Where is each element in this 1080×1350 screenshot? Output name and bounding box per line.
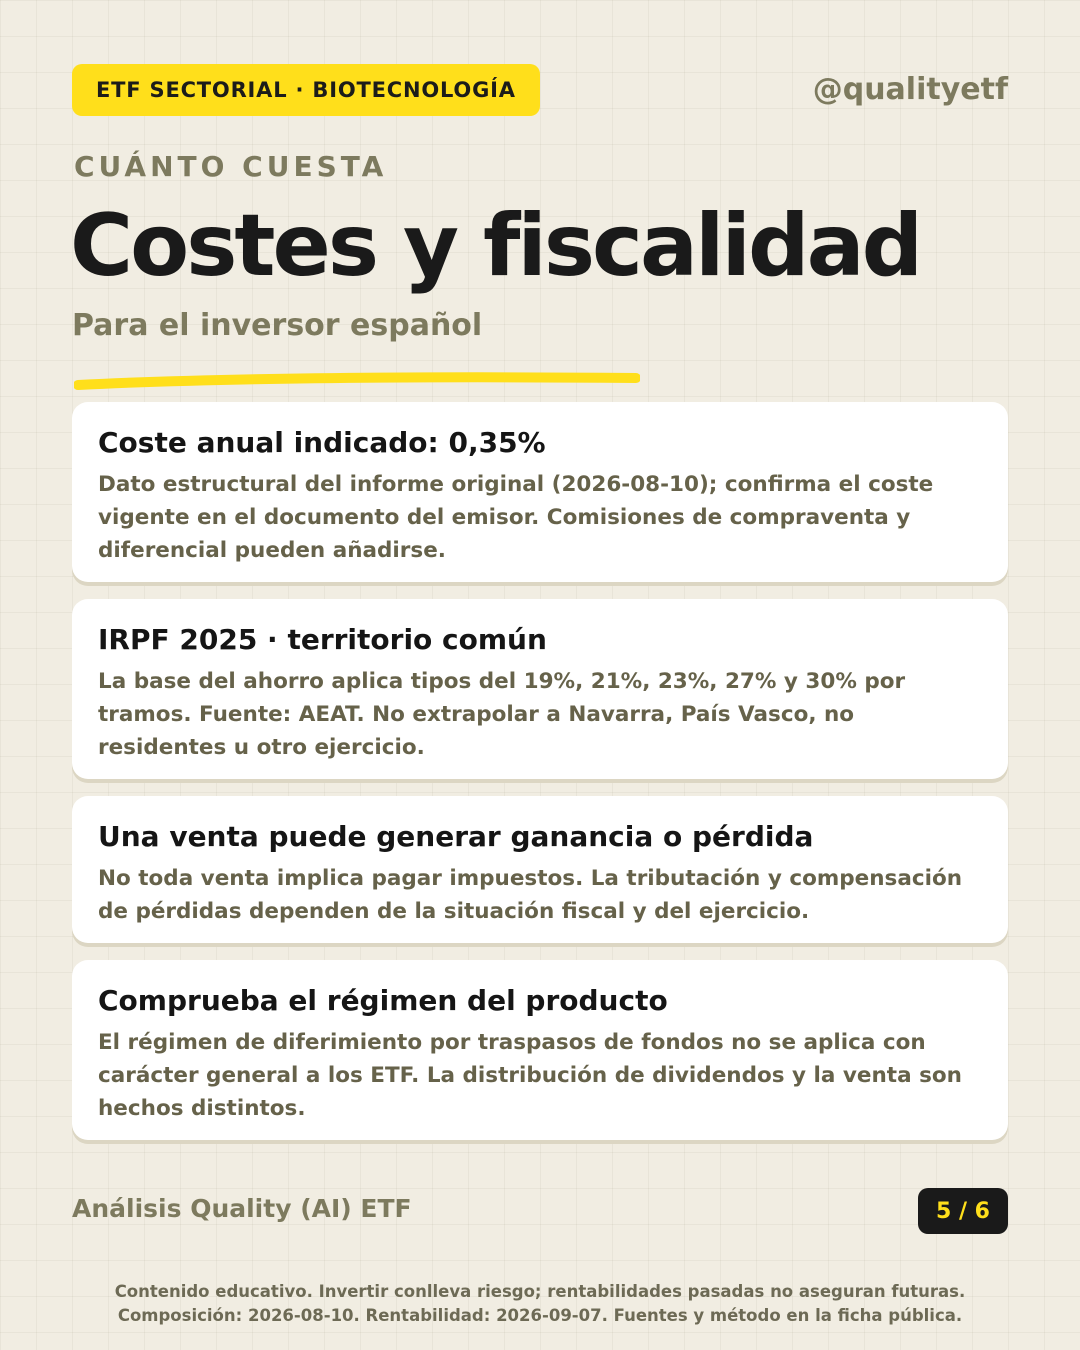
card-text: No toda venta implica pagar impuestos. L… xyxy=(98,866,963,924)
disclaimer-line-2: Composición: 2026-08-10. Rentabilidad: 2… xyxy=(117,1306,963,1325)
info-card-sale: Una venta puede generar ganancia o pérdi… xyxy=(72,796,1008,943)
card-text: La base del ahorro aplica tipos del 19%,… xyxy=(98,669,906,760)
disclaimer: Contenido educativo. Invertir conlleva r… xyxy=(0,1280,1080,1328)
card-text: El régimen de diferimiento por traspasos… xyxy=(98,1030,962,1121)
card-title: Coste anual indicado: 0,35% xyxy=(98,426,546,459)
page-subtitle: Para el inversor español xyxy=(72,308,483,343)
info-card-regime: Comprueba el régimen del producto El rég… xyxy=(72,960,1008,1140)
info-card-cost: Coste anual indicado: 0,35% Dato estruct… xyxy=(72,402,1008,582)
sector-tag: ETF SECTORIAL · BIOTECNOLOGÍA xyxy=(72,64,540,116)
info-card-irpf: IRPF 2025 · territorio común La base del… xyxy=(72,599,1008,779)
card-text: Dato estructural del informe original (2… xyxy=(98,472,934,563)
highlight-underline xyxy=(74,372,640,390)
disclaimer-line-1: Contenido educativo. Invertir conlleva r… xyxy=(114,1282,966,1301)
footer-brand: Análisis Quality (AI) ETF xyxy=(72,1194,412,1223)
card-title: IRPF 2025 · territorio común xyxy=(98,623,547,656)
account-handle: @qualityetf xyxy=(812,72,1008,107)
card-title: Comprueba el régimen del producto xyxy=(98,984,668,1017)
section-kicker: CUÁNTO CUESTA xyxy=(74,150,388,183)
page-title: Costes y fiscalidad xyxy=(70,196,923,296)
page-indicator: 5 / 6 xyxy=(918,1188,1008,1234)
card-title: Una venta puede generar ganancia o pérdi… xyxy=(98,820,814,853)
